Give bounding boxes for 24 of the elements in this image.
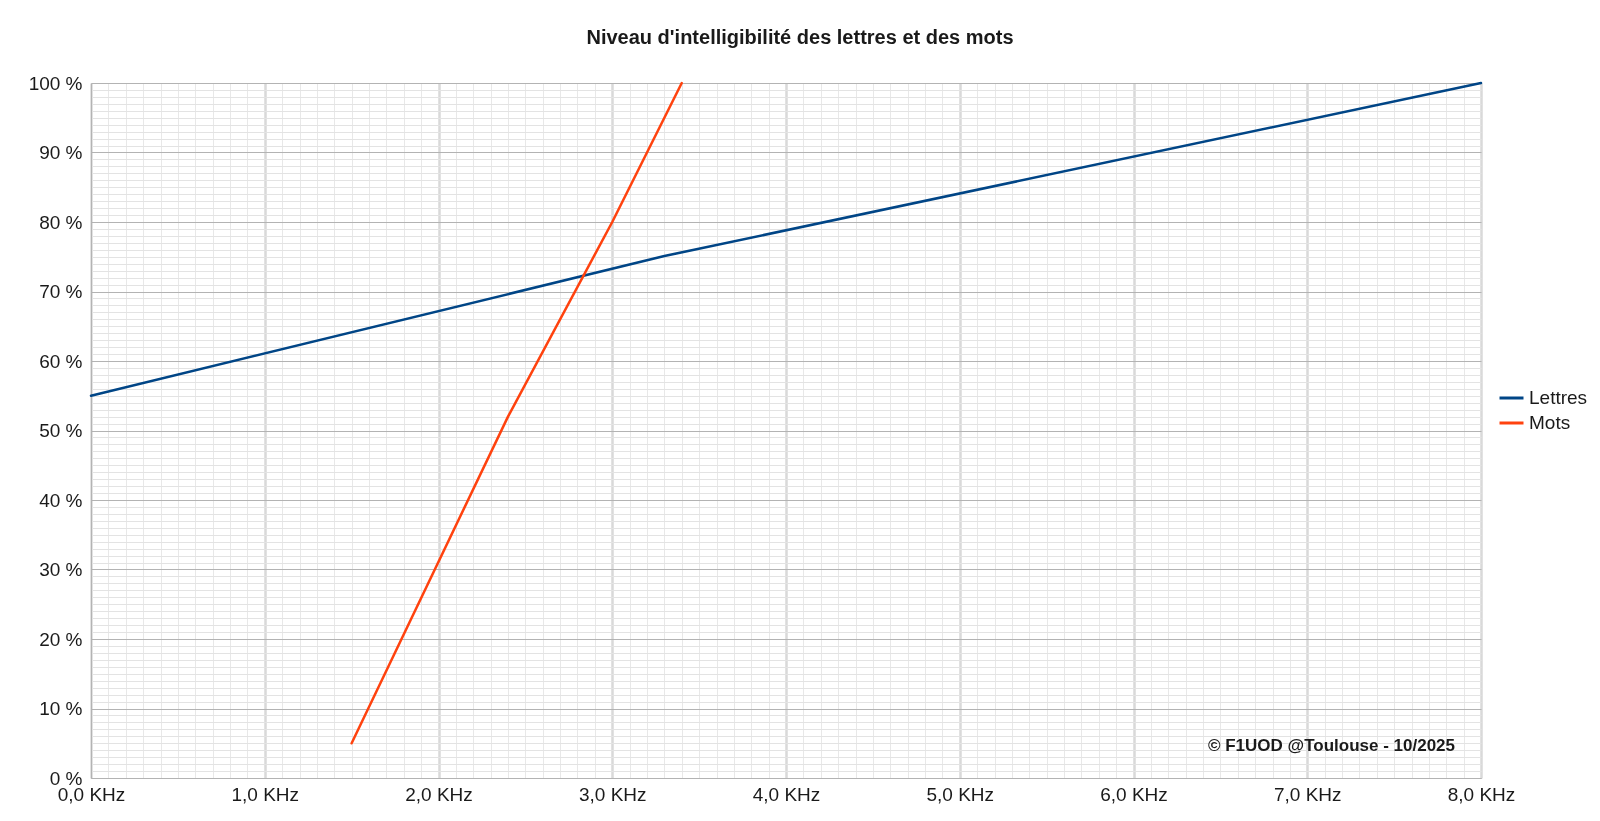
y-tick-label: 20 % bbox=[39, 628, 83, 650]
x-tick-label: 2,0 KHz bbox=[405, 783, 473, 805]
x-tick-label: 8,0 KHz bbox=[1447, 783, 1516, 805]
x-tick-label: 7,0 KHz bbox=[1273, 783, 1342, 805]
x-tick-label: 6,0 KHz bbox=[1100, 783, 1168, 805]
legend-label: Lettres bbox=[1529, 387, 1588, 408]
y-tick-label: 60 % bbox=[39, 350, 83, 372]
y-tick-label: 50 % bbox=[39, 420, 83, 441]
y-tick-label: 100 % bbox=[28, 72, 83, 94]
y-tick-label: 30 % bbox=[39, 559, 83, 580]
y-tick-label: 0 % bbox=[49, 767, 83, 789]
x-tick-label: 1,0 KHz bbox=[231, 783, 300, 805]
annotation: © F1UOD @Toulouse - 10/2025 bbox=[1207, 736, 1455, 755]
y-tick-label: 40 % bbox=[39, 489, 83, 511]
chart-title: Niveau d'intelligibilité des lettres et des mots bbox=[586, 26, 1014, 48]
y-tick-label: 80 % bbox=[39, 211, 83, 233]
line-series bbox=[350, 81, 683, 745]
legend-label: Mots bbox=[1529, 412, 1571, 433]
y-tick-label: 90 % bbox=[39, 142, 83, 163]
y-tick-label: 10 % bbox=[39, 698, 83, 719]
y-tick-label: 70 % bbox=[39, 281, 83, 302]
x-tick-label: 4,0 KHz bbox=[752, 783, 821, 805]
x-tick-label: 3,0 KHz bbox=[578, 783, 647, 805]
x-tick-label: 5,0 KHz bbox=[926, 783, 995, 805]
